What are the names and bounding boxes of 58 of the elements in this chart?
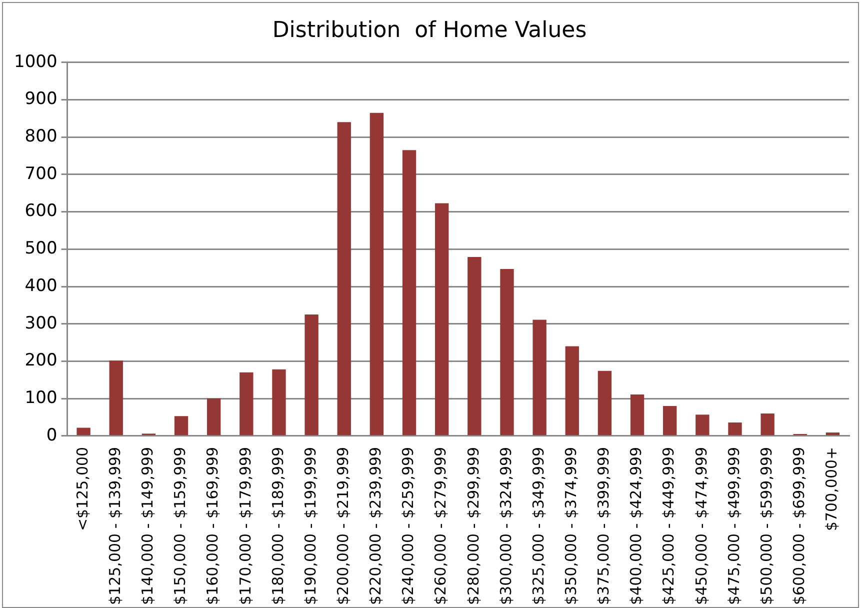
bar <box>370 112 384 436</box>
bar <box>728 422 742 436</box>
bar <box>304 314 318 436</box>
y-tick-label: 400 <box>24 276 58 296</box>
y-tick-label: 0 <box>46 425 58 446</box>
y-tick-label: 500 <box>24 238 58 259</box>
bar <box>760 413 774 436</box>
x-tick-label: $350,000 - $374,999 <box>562 446 580 605</box>
bar <box>337 122 351 436</box>
x-tick-label: $260,000 - $279,999 <box>432 446 450 605</box>
x-tick-label: $400,000 - $424,999 <box>627 446 646 605</box>
x-tick-label: $220,000 - $239,999 <box>366 446 385 605</box>
x-tick-label: $140,000 - $149,999 <box>138 446 157 605</box>
x-tick-label: $200,000 - $219,999 <box>334 446 352 605</box>
x-tick-label: $450,000 - $474,999 <box>692 446 710 605</box>
bar <box>598 370 612 436</box>
y-tick-label: 800 <box>24 126 58 147</box>
y-tick-label: 900 <box>24 89 58 110</box>
x-tick-label: $300,000 - $324,999 <box>496 446 515 605</box>
bar <box>240 372 254 436</box>
x-tick-label: $160,000 - $169,999 <box>204 446 222 605</box>
y-tick-label: 1000 <box>14 52 58 72</box>
x-tick-label: $180,000 - $189,999 <box>268 446 287 605</box>
x-tick-label: $280,000 - $299,999 <box>464 446 482 605</box>
x-tick-label: $325,000 - $349,999 <box>529 446 548 605</box>
x-tick-label: <$125,000 <box>73 446 92 532</box>
x-tick-label: $475,000 - $499,999 <box>724 446 743 605</box>
x-tick-label: $375,000 - $399,999 <box>594 446 613 605</box>
bar <box>207 398 221 436</box>
x-tick-label: $170,000 - $179,999 <box>236 446 254 605</box>
x-tick-label: $125,000 - $139,999 <box>106 446 124 605</box>
bar <box>532 320 546 436</box>
bar <box>663 406 677 436</box>
bar <box>272 369 286 436</box>
y-tick-label: 700 <box>24 164 58 184</box>
bar <box>500 268 514 436</box>
bar <box>174 416 188 436</box>
bar <box>76 428 90 436</box>
bar <box>435 203 449 436</box>
y-tick-label: 200 <box>24 350 58 371</box>
bar <box>109 360 123 436</box>
x-tick-label: $150,000 - $159,999 <box>171 446 190 605</box>
x-tick-label: $190,000 - $199,999 <box>301 446 320 605</box>
x-tick-label: $240,000 - $259,999 <box>399 446 418 605</box>
x-tick-label: $425,000 - $449,999 <box>660 446 678 605</box>
x-tick-label: $500,000 - $599,999 <box>757 446 776 605</box>
bar <box>468 256 482 436</box>
y-tick-label: 600 <box>24 201 58 222</box>
x-tick-label: $600,000 - $699,999 <box>790 446 808 605</box>
bar <box>402 150 416 436</box>
bar <box>565 346 579 436</box>
chart-title: Distribution of Home Values <box>272 18 587 43</box>
y-tick-label: 300 <box>24 313 58 334</box>
bar <box>630 394 644 436</box>
bar <box>696 414 710 436</box>
bar <box>826 432 840 436</box>
y-tick-label: 100 <box>24 388 58 408</box>
x-tick-label: $700,000+ <box>822 446 841 532</box>
